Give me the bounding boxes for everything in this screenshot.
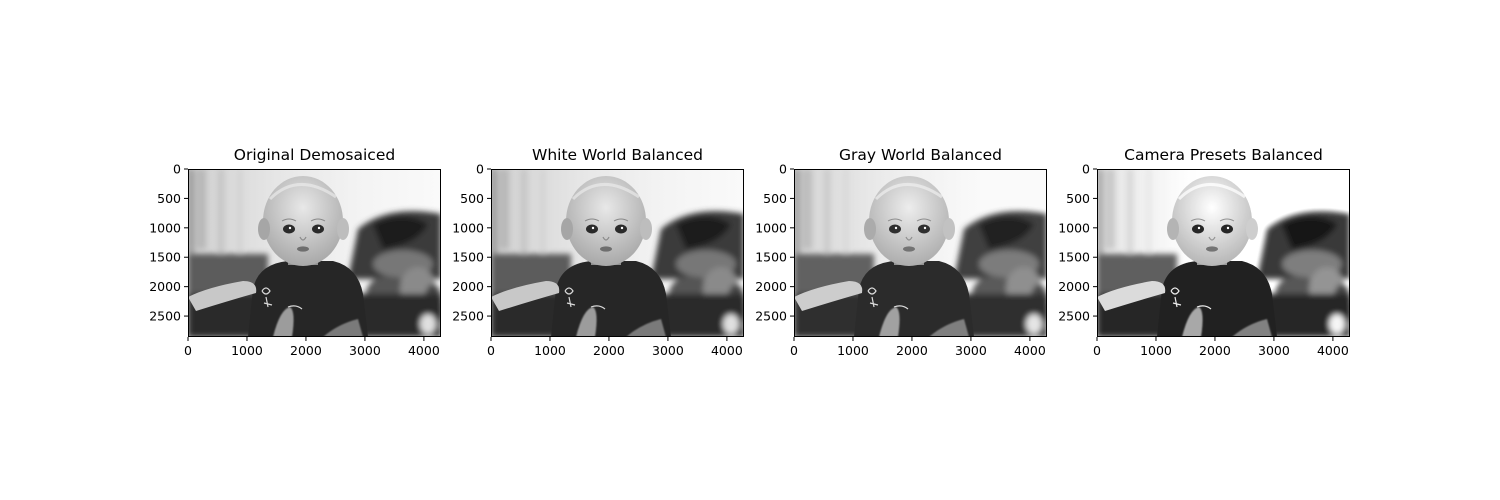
y-tick-label: 2000 <box>1058 279 1090 294</box>
panel-title: Original Demosaiced <box>234 146 395 164</box>
y-tick-label: 500 <box>157 191 181 206</box>
y-tick-label: 2000 <box>755 279 787 294</box>
y-tick-label: 1000 <box>1058 220 1090 235</box>
panel-title: White World Balanced <box>532 146 703 164</box>
x-tick-label: 4000 <box>408 343 440 358</box>
y-tick-label: 1500 <box>755 250 787 265</box>
x-tick-label: 0 <box>184 343 192 358</box>
x-tick-label: 3000 <box>955 343 987 358</box>
y-tick-label: 1500 <box>149 250 181 265</box>
x-tick-label: 0 <box>487 343 495 358</box>
y-tick-label: 1000 <box>452 220 484 235</box>
y-tick-label: 0 <box>1082 162 1090 177</box>
x-tick-label: 2000 <box>896 343 928 358</box>
axes-frame <box>1097 169 1350 337</box>
x-tick-label: 3000 <box>652 343 684 358</box>
panel-white_world: White World Balanced 0 1000 2000 3000 4000 0 50… <box>452 146 746 358</box>
y-tick-label: 1000 <box>755 220 787 235</box>
photo-image <box>188 169 443 337</box>
axes-frame <box>794 169 1047 337</box>
y-tick-label: 2500 <box>149 309 181 324</box>
x-tick-label: 1000 <box>534 343 566 358</box>
x-tick-label: 3000 <box>1258 343 1290 358</box>
x-tick-label: 4000 <box>1014 343 1046 358</box>
y-tick-label: 2500 <box>1058 309 1090 324</box>
y-tick-label: 0 <box>173 162 181 177</box>
panel-title: Gray World Balanced <box>839 146 1002 164</box>
x-tick-label: 3000 <box>349 343 381 358</box>
axes-frame <box>188 169 441 337</box>
y-tick-label: 2500 <box>452 309 484 324</box>
x-tick-label: 0 <box>790 343 798 358</box>
x-tick-label: 2000 <box>290 343 322 358</box>
panel-title: Camera Presets Balanced <box>1124 146 1323 164</box>
y-tick-label: 1500 <box>452 250 484 265</box>
x-tick-label: 1000 <box>231 343 263 358</box>
photo-image <box>491 169 746 337</box>
y-tick-label: 500 <box>1066 191 1090 206</box>
x-tick-label: 1000 <box>837 343 869 358</box>
y-tick-label: 2500 <box>755 309 787 324</box>
y-tick-label: 0 <box>476 162 484 177</box>
photo-image <box>1097 169 1352 337</box>
photo-image <box>794 169 1049 337</box>
x-tick-label: 4000 <box>1317 343 1349 358</box>
panel-original: Original Demosaiced 0 1000 2000 3000 4000 0 500… <box>149 146 443 358</box>
y-tick-label: 2000 <box>149 279 181 294</box>
y-tick-label: 0 <box>779 162 787 177</box>
x-tick-label: 1000 <box>1140 343 1172 358</box>
y-tick-label: 1000 <box>149 220 181 235</box>
x-tick-label: 4000 <box>711 343 743 358</box>
y-tick-label: 500 <box>460 191 484 206</box>
panel-camera_presets: Camera Presets Balanced 0 1000 2000 3000 4000… <box>1058 146 1352 358</box>
x-tick-label: 0 <box>1093 343 1101 358</box>
x-tick-label: 2000 <box>593 343 625 358</box>
y-tick-label: 2000 <box>452 279 484 294</box>
axes-frame <box>491 169 744 337</box>
panel-gray_world: Gray World Balanced 0 1000 2000 3000 4000 0 500… <box>755 146 1049 358</box>
y-tick-label: 500 <box>763 191 787 206</box>
x-tick-label: 2000 <box>1199 343 1231 358</box>
y-tick-label: 1500 <box>1058 250 1090 265</box>
